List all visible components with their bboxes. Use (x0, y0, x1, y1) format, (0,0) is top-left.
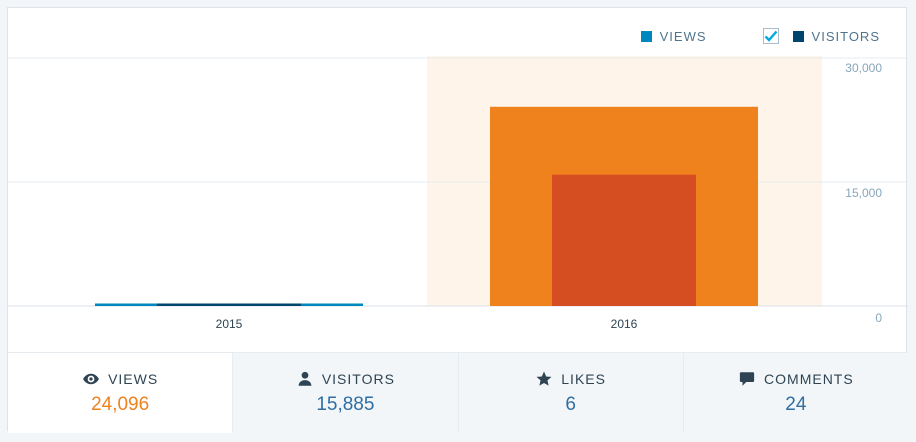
x-tick-2016: 2016 (611, 317, 638, 331)
stats-tabs: VIEWS 24,096 VISITORS 15,885 LIKES 6 (8, 352, 908, 433)
tab-views-label: VIEWS (108, 371, 159, 387)
tab-comments[interactable]: COMMENTS 24 (682, 353, 908, 433)
tab-visitors-label: VISITORS (321, 371, 395, 387)
tab-likes-value: 6 (565, 394, 576, 415)
stats-card: VIEWS VISITORS 30,000 15,000 0 (7, 7, 908, 433)
checkmark-icon (764, 30, 777, 42)
tab-visitors-header: VISITORS (296, 370, 395, 388)
bar-chart: 30,000 15,000 0 2015 2016 (8, 56, 908, 348)
legend-views: VIEWS (640, 28, 707, 44)
visitors-swatch (792, 30, 804, 42)
tab-comments-header: COMMENTS (738, 370, 854, 388)
chart-svg: 30,000 15,000 0 2015 2016 (8, 56, 908, 331)
legend-views-label: VIEWS (659, 28, 707, 44)
bar-visitors-2016[interactable] (552, 174, 696, 306)
x-tick-2015: 2015 (216, 317, 243, 331)
tab-visitors-value: 15,885 (316, 394, 375, 415)
tab-visitors[interactable]: VISITORS 15,885 (232, 353, 458, 433)
y-tick-30000: 30,000 (845, 61, 882, 75)
legend-visitors-label: VISITORS (811, 28, 880, 44)
tab-likes-label: LIKES (561, 371, 606, 387)
star-icon (536, 371, 552, 386)
chart-legend: VIEWS VISITORS (640, 26, 880, 46)
tab-views-value: 24,096 (91, 394, 150, 415)
tab-likes[interactable]: LIKES 6 (457, 353, 683, 433)
tab-likes-header: LIKES (535, 370, 606, 388)
eye-icon (83, 373, 99, 385)
tab-comments-label: COMMENTS (764, 371, 854, 387)
comment-icon (739, 372, 755, 386)
y-tick-0: 0 (875, 311, 882, 325)
visitors-checkbox[interactable] (762, 28, 779, 44)
tab-views-header: VIEWS (82, 370, 158, 388)
tab-comments-value: 24 (785, 394, 807, 415)
legend-visitors[interactable]: VISITORS (762, 28, 880, 44)
tab-views[interactable]: VIEWS 24,096 (8, 353, 233, 433)
user-icon (298, 371, 312, 386)
views-swatch (640, 30, 652, 42)
y-tick-15000: 15,000 (845, 186, 882, 200)
bar-visitors-2015[interactable] (157, 303, 301, 307)
